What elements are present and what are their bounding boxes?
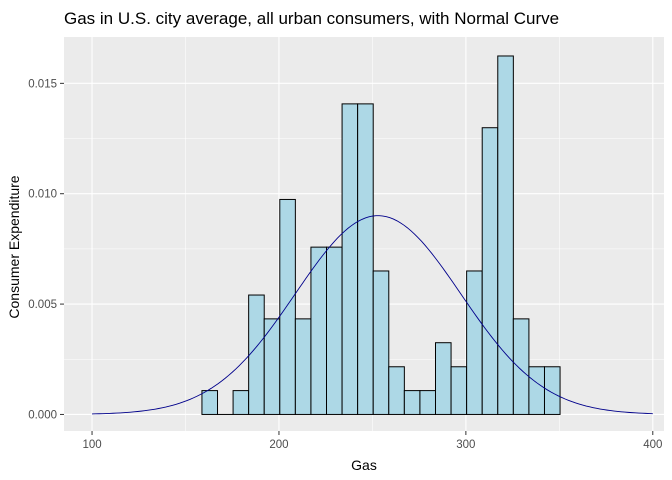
histogram-bars: [201, 55, 561, 415]
histogram-bar: [419, 390, 436, 415]
histogram-bar: [512, 318, 530, 415]
histogram-bar: [201, 390, 219, 415]
normal-curve: [92, 215, 653, 415]
histogram-bar: [497, 55, 514, 415]
histogram-bar: [543, 366, 561, 415]
x-tick-label: 100: [82, 439, 101, 451]
axis-ticks: 100 200 300 400 0.000 0.005 0.010 0.015: [28, 78, 662, 451]
histogram-bar: [466, 270, 483, 415]
y-tick-label: 0.000: [28, 409, 57, 421]
y-tick-label: 0.010: [28, 189, 57, 201]
histogram-bar: [357, 103, 374, 415]
y-tick-label: 0.015: [28, 78, 57, 90]
histogram-bar: [403, 390, 421, 415]
histogram-bar: [326, 246, 343, 415]
histogram-bar: [248, 294, 265, 415]
histogram-bar: [372, 270, 390, 415]
histogram-bar: [528, 366, 545, 415]
x-axis-title: Gas: [351, 457, 377, 473]
x-tick-label: 300: [456, 439, 475, 451]
histogram-bar: [388, 366, 405, 415]
y-axis-title: Consumer Expenditure: [6, 175, 22, 318]
histogram-bar: [263, 318, 281, 415]
normal-curve-layer: [92, 215, 653, 415]
histogram-bar: [232, 390, 250, 415]
histogram-bar: [450, 366, 468, 415]
histogram-bar: [481, 127, 499, 415]
chart-title: Gas in U.S. city average, all urban cons…: [64, 9, 559, 28]
histogram-bar: [279, 198, 296, 415]
x-tick-label: 400: [643, 439, 662, 451]
histogram-bar: [294, 318, 312, 415]
histogram-bar: [310, 246, 328, 415]
histogram-bar: [341, 103, 359, 415]
y-tick-label: 0.005: [28, 299, 57, 311]
x-tick-label: 200: [269, 439, 288, 451]
histogram-bar: [434, 342, 452, 415]
